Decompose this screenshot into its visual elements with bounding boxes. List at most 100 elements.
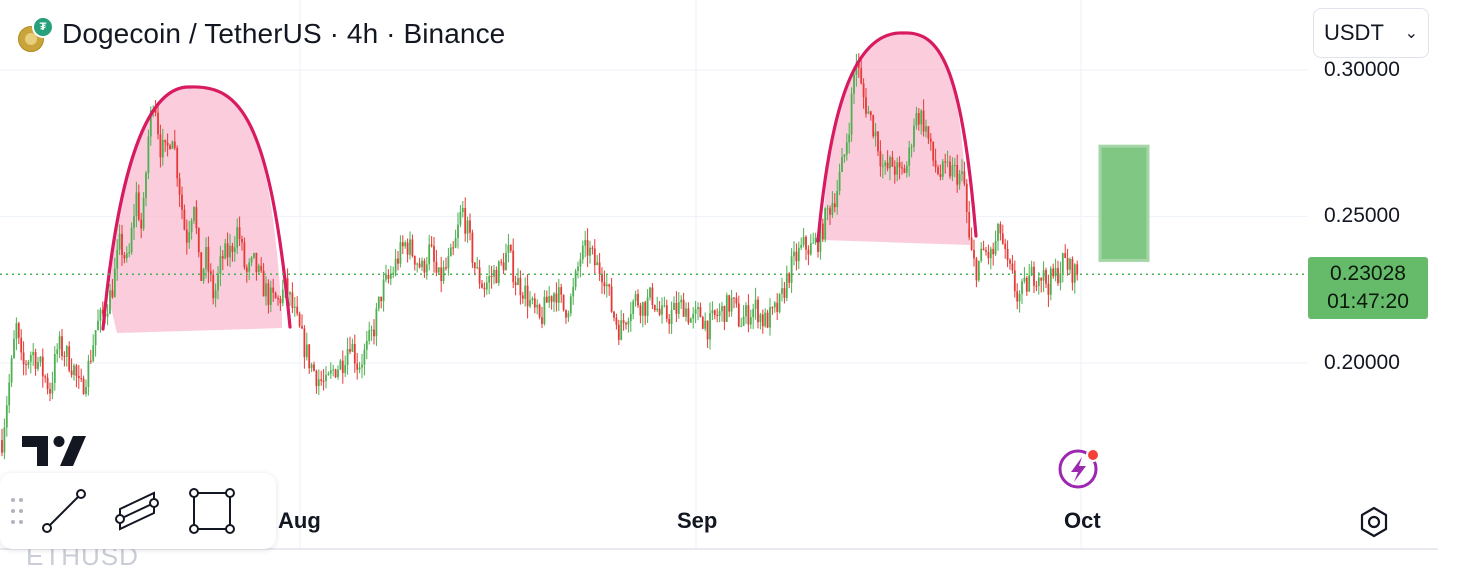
candle [377,296,380,312]
candle [485,275,488,295]
candle [51,371,54,400]
candle [533,293,536,314]
candle [687,302,690,325]
lightning-icon[interactable] [1058,447,1102,491]
symbol-title[interactable]: Dogecoin / TetherUS · 4h · Binance [62,18,506,49]
candle [65,344,68,367]
candle [1071,256,1074,291]
pattern-fill-2 [823,32,970,245]
candle [233,236,236,262]
candle [219,245,222,287]
candle [821,218,824,242]
currency-select[interactable]: USDT ⌄ [1313,8,1429,58]
candle [567,310,570,323]
candle [77,364,80,389]
candle [315,369,318,394]
candle [836,179,839,215]
settings-icon[interactable] [1356,504,1392,540]
candle [629,302,632,332]
candle [658,300,661,317]
candle [1047,274,1050,308]
candle [214,283,217,308]
candle [901,161,903,175]
candle [392,266,395,279]
candle [236,218,239,255]
candle [337,365,339,380]
candle [483,282,486,298]
candle [478,259,481,289]
candle [248,258,251,281]
target-box[interactable] [1098,144,1150,262]
parallel-channel-tool-button[interactable] [108,481,168,541]
candle [509,244,512,253]
candle [680,295,683,309]
candle [735,292,738,308]
candle [289,291,291,306]
candle [665,299,668,323]
candle [733,297,735,309]
rounding-top-arc-1[interactable] [101,85,292,331]
candle [764,308,767,328]
candle [22,341,25,376]
candle [1009,258,1011,270]
candle [63,351,66,367]
candle [118,224,121,255]
candle [32,343,35,366]
candle [728,294,731,318]
candle [898,156,901,180]
candle [905,161,908,178]
candle [15,317,18,351]
candle [814,232,817,245]
candle [795,243,798,271]
candle [181,186,183,220]
candle [411,234,414,258]
candle [310,362,313,373]
drag-handle-icon[interactable] [0,497,34,525]
candle [459,205,462,228]
candle [454,229,457,249]
candle [183,204,186,231]
candle [572,277,575,305]
candle [106,304,109,326]
candle [1040,277,1043,293]
candle [490,265,493,289]
candle [848,122,851,154]
candle [589,240,591,264]
candle [387,269,390,284]
y-tick-label: 0.25000 [1324,204,1400,227]
rectangle-tool-button[interactable] [182,481,242,541]
candle [82,375,85,395]
candle [1059,261,1062,291]
candle [920,109,923,135]
candle [987,244,990,265]
candle [862,78,865,109]
candle [670,301,673,334]
candle [344,355,347,377]
candle [745,302,747,324]
candle [481,280,483,289]
candle [296,296,299,316]
candle [1064,244,1067,259]
candle [881,154,884,179]
candle [44,374,47,383]
candle [737,295,740,328]
candle [1035,280,1038,292]
candle [188,220,191,249]
rounding-top-arc-2[interactable] [816,31,978,243]
candle [857,53,860,79]
trend-line-tool-button[interactable] [34,481,94,541]
candle [346,337,349,375]
candle [351,338,354,353]
candle [656,296,659,313]
candle [725,292,728,323]
candle [596,254,599,266]
candle [329,362,332,379]
candle [661,297,663,324]
candle [721,301,723,322]
candle [401,235,404,255]
candle [999,221,1002,241]
candle [447,247,450,276]
candle [332,364,335,377]
candle [166,133,169,157]
